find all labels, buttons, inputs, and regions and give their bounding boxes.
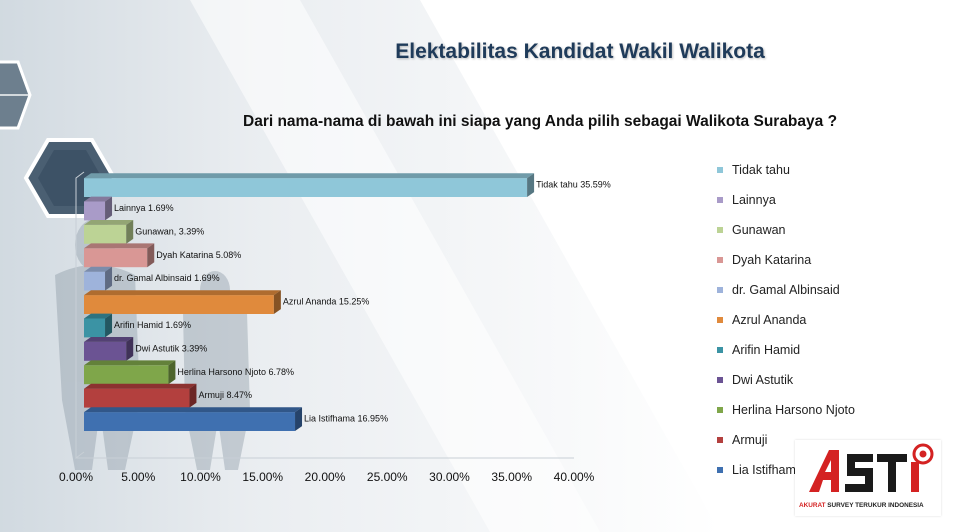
bar-1	[84, 178, 528, 197]
bar-top-5	[84, 266, 113, 272]
page-title: Elektabilitas Kandidat Wakil Walikota	[395, 40, 765, 63]
bar-side-7	[105, 313, 113, 338]
legend-item: Dyah Katarina	[717, 250, 811, 270]
legend-label: Dyah Katarina	[732, 253, 812, 267]
bar-8	[84, 341, 127, 361]
bar-7	[84, 318, 106, 338]
legend-label: Arifin Hamid	[732, 343, 801, 357]
legend-item: Arifin Hamid	[717, 340, 800, 360]
data-label-7: Arifin Hamid 1.69%	[114, 320, 191, 330]
legend-swatch	[717, 467, 723, 473]
legend-swatch	[717, 437, 723, 443]
asti-logo: AKURAT SURVEY TERUKUR INDONESIA	[795, 440, 941, 516]
bar-top-10	[84, 383, 197, 389]
legend-item: Lia Istifhama	[717, 460, 803, 480]
bar-4	[84, 248, 148, 268]
bar-side-5	[105, 266, 113, 291]
legend-label: Lia Istifhama	[732, 463, 803, 477]
bar-side-6	[273, 290, 281, 314]
legend-label: Herlina Harsono Njoto	[732, 403, 855, 417]
bar-top-6	[84, 290, 281, 296]
asti-logo-mark	[801, 443, 935, 498]
legend-swatch	[717, 377, 723, 383]
data-label-5: dr. Gamal Albinsaid 1.69%	[114, 273, 220, 283]
bar-side-8	[126, 337, 134, 361]
bar-top-9	[84, 360, 176, 366]
data-label-3: Gunawan, 3.39%	[135, 226, 204, 236]
legend-item: Tidak tahu	[717, 160, 790, 180]
legend-swatch	[717, 167, 723, 173]
legend-label: dr. Gamal Albinsaid	[732, 283, 840, 297]
bar-top-8	[84, 337, 134, 342]
x-tick-label-7: 30.00%	[429, 470, 470, 484]
data-label-8: Dwi Astutik 3.39%	[135, 343, 207, 353]
legend-item: Armuji	[717, 430, 767, 450]
bar-side-9	[168, 360, 176, 385]
legend-swatch	[717, 287, 723, 293]
asti-logo-tagline: AKURAT SURVEY TERUKUR INDONESIA	[799, 502, 924, 509]
legend-item: Azrul Ananda	[717, 310, 806, 330]
data-label-4: Dyah Katarina 5.08%	[156, 250, 241, 260]
bar-9	[84, 365, 169, 385]
bar-2	[84, 201, 106, 221]
legend-label: Tidak tahu	[732, 163, 790, 177]
legend-item: Dwi Astutik	[717, 370, 793, 390]
bar-5	[84, 271, 106, 291]
bar-10	[84, 388, 190, 408]
data-label-10: Armuji 8.47%	[198, 390, 252, 400]
x-tick-label-3: 10.00%	[180, 470, 221, 484]
x-tick-label-1: 0.00%	[59, 470, 93, 484]
data-label-9: Herlina Harsono Njoto 6.78%	[177, 367, 294, 377]
data-label-11: Lia Istifhama 16.95%	[304, 414, 388, 424]
data-label-1: Tidak tahu 35.59%	[536, 180, 611, 190]
legend-swatch	[717, 317, 723, 323]
legend-label: Gunawan	[732, 223, 786, 237]
legend-item: dr. Gamal Albinsaid	[717, 280, 840, 300]
bar-side-1	[527, 173, 535, 197]
x-tick-label-9: 40.00%	[554, 470, 595, 484]
bar-side-10	[189, 383, 197, 408]
bar-top-7	[84, 313, 113, 319]
bar-11	[84, 412, 296, 431]
bar-6	[84, 295, 274, 314]
legend-label: Azrul Ananda	[732, 313, 807, 327]
bar-top-4	[84, 243, 155, 249]
bar-top-2	[84, 196, 113, 202]
legend-swatch	[717, 227, 723, 233]
bar-top-1	[84, 173, 535, 179]
legend-item: Gunawan	[717, 220, 786, 240]
survey-question: Dari nama-nama di bawah ini siapa yang A…	[243, 113, 838, 130]
bar-side-2	[105, 196, 113, 221]
x-tick-label-5: 20.00%	[305, 470, 346, 484]
legend-label: Armuji	[732, 433, 768, 447]
data-label-2: Lainnya 1.69%	[114, 203, 174, 213]
legend-swatch	[717, 347, 723, 353]
legend-item: Herlina Harsono Njoto	[717, 400, 855, 420]
bar-top-11	[84, 407, 303, 413]
legend-swatch	[717, 257, 723, 263]
x-tick-label-8: 35.00%	[491, 470, 532, 484]
bar-side-3	[126, 220, 134, 244]
legend-swatch	[717, 407, 723, 413]
x-tick-label-4: 15.00%	[242, 470, 283, 484]
x-tick-label-6: 25.00%	[367, 470, 408, 484]
legend-swatch	[717, 197, 723, 203]
bar-3	[84, 224, 127, 244]
x-tick-label-2: 5.00%	[121, 470, 155, 484]
bar-side-11	[295, 407, 303, 431]
data-label-6: Azrul Ananda 15.25%	[283, 297, 370, 307]
legend-item: Lainnya	[717, 190, 776, 210]
chart-wall	[75, 171, 85, 459]
bar-top-3	[84, 220, 134, 225]
legend-label: Dwi Astutik	[732, 373, 794, 387]
legend-label: Lainnya	[732, 193, 776, 207]
bar-side-4	[147, 243, 155, 268]
